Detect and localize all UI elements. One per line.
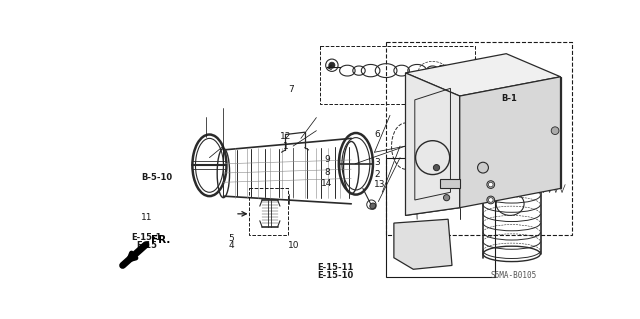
Text: B-1: B-1 <box>501 94 517 103</box>
Text: 3: 3 <box>375 158 380 167</box>
Bar <box>386 158 495 277</box>
Polygon shape <box>460 77 561 208</box>
Polygon shape <box>406 73 460 215</box>
Text: 5: 5 <box>228 234 234 243</box>
Text: 10: 10 <box>287 241 299 250</box>
Circle shape <box>487 181 495 189</box>
Text: E-15-11: E-15-11 <box>317 263 354 272</box>
Circle shape <box>433 165 440 171</box>
Text: 14: 14 <box>321 179 333 188</box>
Text: 9: 9 <box>324 155 330 164</box>
Bar <box>249 189 288 235</box>
Text: 2: 2 <box>375 170 380 179</box>
Text: S6MA-B0105: S6MA-B0105 <box>491 271 537 280</box>
Text: 13: 13 <box>374 180 386 189</box>
Text: 12: 12 <box>280 132 292 141</box>
Polygon shape <box>406 54 561 96</box>
Polygon shape <box>440 179 460 189</box>
Text: FR.: FR. <box>151 235 171 245</box>
Circle shape <box>488 182 493 187</box>
Text: E-15: E-15 <box>136 241 157 250</box>
Bar <box>320 46 476 104</box>
Circle shape <box>477 162 488 173</box>
Circle shape <box>551 127 559 135</box>
Text: 6: 6 <box>375 130 380 138</box>
Text: E-15-10: E-15-10 <box>317 271 353 280</box>
Text: B-5-10: B-5-10 <box>141 173 172 182</box>
Text: 8: 8 <box>324 168 330 177</box>
Circle shape <box>488 198 493 202</box>
Circle shape <box>370 203 376 209</box>
Text: E-15-1: E-15-1 <box>132 233 162 242</box>
Circle shape <box>487 196 495 204</box>
Bar <box>386 42 572 235</box>
Text: 7: 7 <box>288 85 294 94</box>
Circle shape <box>329 62 335 68</box>
Text: 11: 11 <box>141 213 153 222</box>
Circle shape <box>444 195 450 201</box>
Polygon shape <box>394 219 452 269</box>
Text: 4: 4 <box>228 241 234 250</box>
Text: 1: 1 <box>283 142 289 151</box>
